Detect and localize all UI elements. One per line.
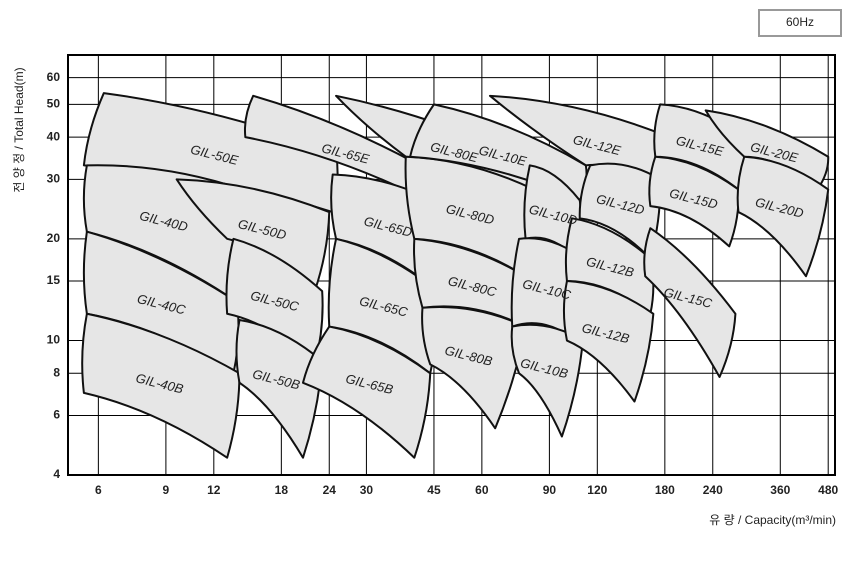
- y-tick-label: 40: [47, 129, 61, 143]
- x-tick-label: 12: [207, 483, 221, 497]
- y-tick-label: 15: [47, 273, 61, 287]
- x-tick-label: 30: [360, 483, 374, 497]
- y-tick-label: 8: [53, 365, 60, 379]
- plot-frame: [67, 54, 836, 476]
- x-axis-title: 유 량 / Capacity(m³/min): [709, 513, 836, 527]
- x-tick-label: 9: [163, 483, 170, 497]
- x-tick-label: 480: [818, 483, 838, 497]
- y-tick-label: 20: [47, 231, 61, 245]
- y-tick-label: 4: [53, 467, 60, 481]
- x-tick-label: 240: [703, 483, 723, 497]
- badge: 60Hz: [786, 15, 814, 29]
- x-tick-label: 180: [655, 483, 675, 497]
- y-axis-title: 전 양 정 / Total Head(m): [12, 67, 26, 192]
- x-tick-label: 90: [543, 483, 557, 497]
- y-tick-label: 60: [47, 70, 61, 84]
- y-tick-label: 50: [47, 97, 61, 111]
- y-tick-label: 30: [47, 172, 61, 186]
- region: [302, 325, 432, 459]
- region: [510, 323, 584, 438]
- y-tick-label: 10: [47, 333, 61, 347]
- x-tick-label: 6: [95, 483, 102, 497]
- region: [643, 227, 737, 379]
- region: [235, 319, 324, 459]
- x-tick-label: 60: [475, 483, 489, 497]
- region: [421, 306, 527, 430]
- x-tick-label: 120: [587, 483, 607, 497]
- region: [648, 155, 740, 248]
- badge-box: [758, 9, 842, 37]
- region: [736, 155, 830, 278]
- y-tick-label: 6: [53, 408, 60, 422]
- x-tick-label: 24: [323, 483, 337, 497]
- region: [81, 312, 241, 459]
- x-tick-label: 45: [427, 483, 441, 497]
- x-tick-label: 18: [275, 483, 289, 497]
- region: [562, 280, 655, 403]
- x-tick-label: 360: [770, 483, 790, 497]
